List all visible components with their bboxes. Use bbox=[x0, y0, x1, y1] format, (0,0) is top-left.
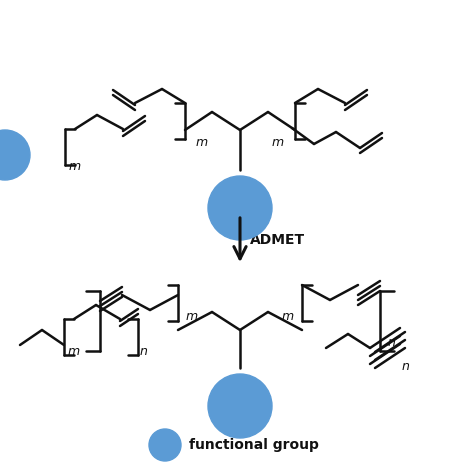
Circle shape bbox=[208, 374, 272, 438]
Circle shape bbox=[149, 429, 181, 461]
Text: m: m bbox=[186, 310, 198, 323]
Circle shape bbox=[208, 176, 272, 240]
Text: m: m bbox=[272, 136, 284, 149]
Text: m: m bbox=[69, 160, 81, 173]
Circle shape bbox=[0, 130, 30, 180]
Text: n: n bbox=[140, 345, 148, 358]
Text: m: m bbox=[196, 136, 208, 149]
Text: ADMET: ADMET bbox=[250, 233, 305, 247]
Text: m: m bbox=[282, 310, 294, 323]
Text: m: m bbox=[68, 345, 80, 358]
Text: n: n bbox=[388, 336, 396, 349]
Text: n: n bbox=[402, 360, 410, 373]
Text: functional group: functional group bbox=[189, 438, 319, 452]
